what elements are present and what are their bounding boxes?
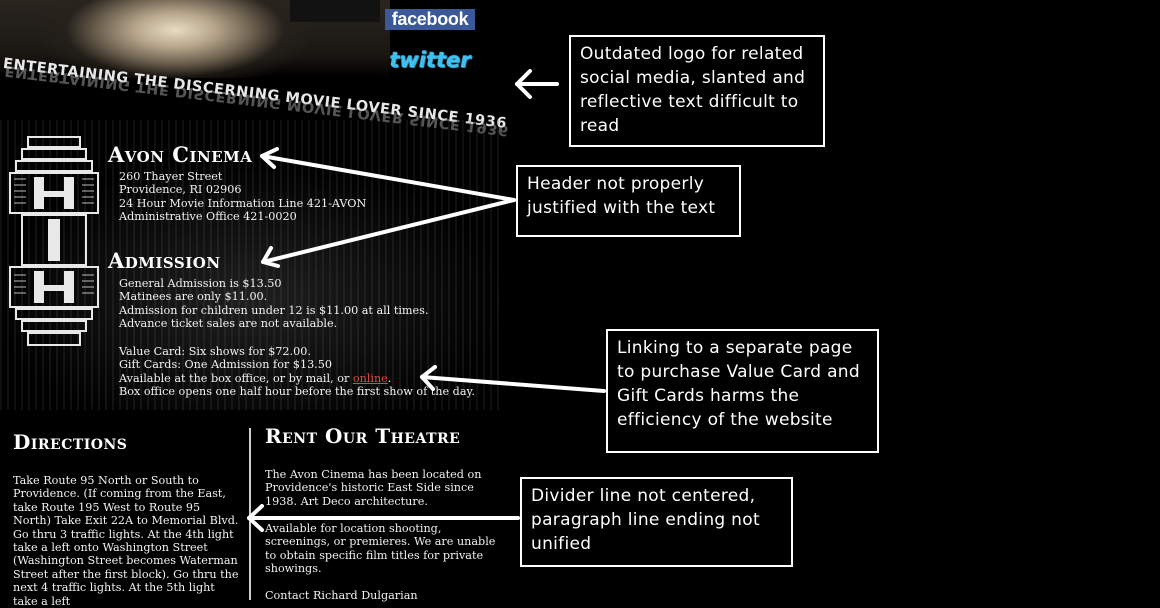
rent-theatre-heading: Rent Our Theatre [265, 424, 461, 448]
annotation-box: Linking to a separate page to purchase V… [606, 329, 879, 453]
twitter-logo-link[interactable]: twitter [389, 48, 471, 72]
arrowhead [515, 69, 532, 99]
facebook-logo-link[interactable]: facebook [385, 9, 475, 30]
art-deco-emblem-icon [9, 136, 99, 346]
directions-heading: Directions [13, 430, 128, 454]
availability-prefix: Available at the box office, or by mail,… [119, 371, 353, 385]
avon-address-block: 260 Thayer Street Providence, RI 02906 2… [119, 170, 366, 224]
address-line: Administrative Office 421-0020 [119, 210, 297, 224]
availability-suffix: . [387, 371, 392, 385]
value-card-line: Value Card: Six shows for $72.00. [119, 345, 311, 358]
admission-line: General Admission is $13.50 [119, 277, 282, 290]
annotation-box: Outdated logo for related social media, … [569, 35, 825, 147]
hero-photo-shadow [290, 0, 380, 22]
column-divider [249, 428, 251, 600]
address-line: Providence, RI 02906 [119, 183, 242, 197]
rent-paragraph: Available for location shooting, screeni… [265, 522, 496, 576]
annotation-box: Header not properly justified with the t… [516, 165, 741, 237]
cards-info: Value Card: Six shows for $72.00. Gift C… [119, 345, 475, 399]
avon-cinema-heading: Avon Cinema [108, 142, 253, 167]
gift-card-line: Gift Cards: One Admission for $13.50 [119, 358, 332, 372]
admission-line: Advance ticket sales are not available. [119, 317, 338, 331]
admission-heading: Admission [108, 248, 221, 273]
admission-line: Matinees are only $11.00. [119, 290, 268, 304]
address-line: 260 Thayer Street [119, 170, 223, 183]
address-line: 24 Hour Movie Information Line 421-AVON [119, 196, 367, 210]
admission-prices: General Admission is $13.50 Matinees are… [119, 277, 428, 331]
annotation-box: Divider line not centered, paragraph lin… [520, 477, 793, 567]
admission-line: Admission for children under 12 is $11.0… [119, 303, 429, 317]
availability-line: Available at the box office, or by mail,… [119, 372, 475, 385]
directions-text: Take Route 95 North or South to Providen… [13, 474, 239, 608]
online-link[interactable]: online [352, 371, 388, 385]
rent-contact: Contact Richard Dulgarian [265, 589, 418, 602]
box-office-line: Box office opens one half hour before th… [119, 385, 475, 399]
rent-paragraph: The Avon Cinema has been located on Prov… [265, 468, 482, 508]
